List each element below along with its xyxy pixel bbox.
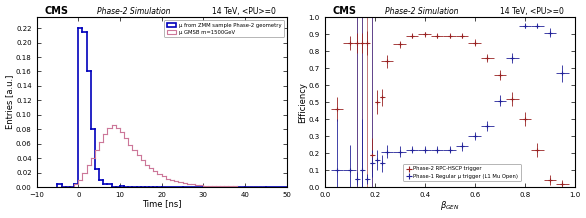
X-axis label: Time [ns]: Time [ns]	[142, 199, 182, 208]
Y-axis label: Entries [a.u.]: Entries [a.u.]	[5, 75, 15, 129]
Text: CMS: CMS	[332, 5, 356, 15]
Text: 14 TeV, <PU>=0: 14 TeV, <PU>=0	[212, 7, 275, 15]
Legend: Phase-2 RPC-HSCP trigger, Phase-1 Regular μ trigger (L1 Mu Open): Phase-2 RPC-HSCP trigger, Phase-1 Regula…	[403, 164, 521, 181]
Text: 14 TeV, <PU>=0: 14 TeV, <PU>=0	[500, 7, 564, 15]
X-axis label: $\beta_{GEN}$: $\beta_{GEN}$	[440, 199, 459, 213]
Text: Phase-2 Simulation: Phase-2 Simulation	[97, 7, 170, 15]
Y-axis label: Efficiency: Efficiency	[298, 82, 307, 123]
Text: Phase-2 Simulation: Phase-2 Simulation	[384, 7, 458, 15]
Text: CMS: CMS	[44, 5, 68, 15]
Legend: μ from ZMM sample Phase-2 geometry, μ GMSB m=1500GeV: μ from ZMM sample Phase-2 geometry, μ GM…	[164, 20, 284, 37]
